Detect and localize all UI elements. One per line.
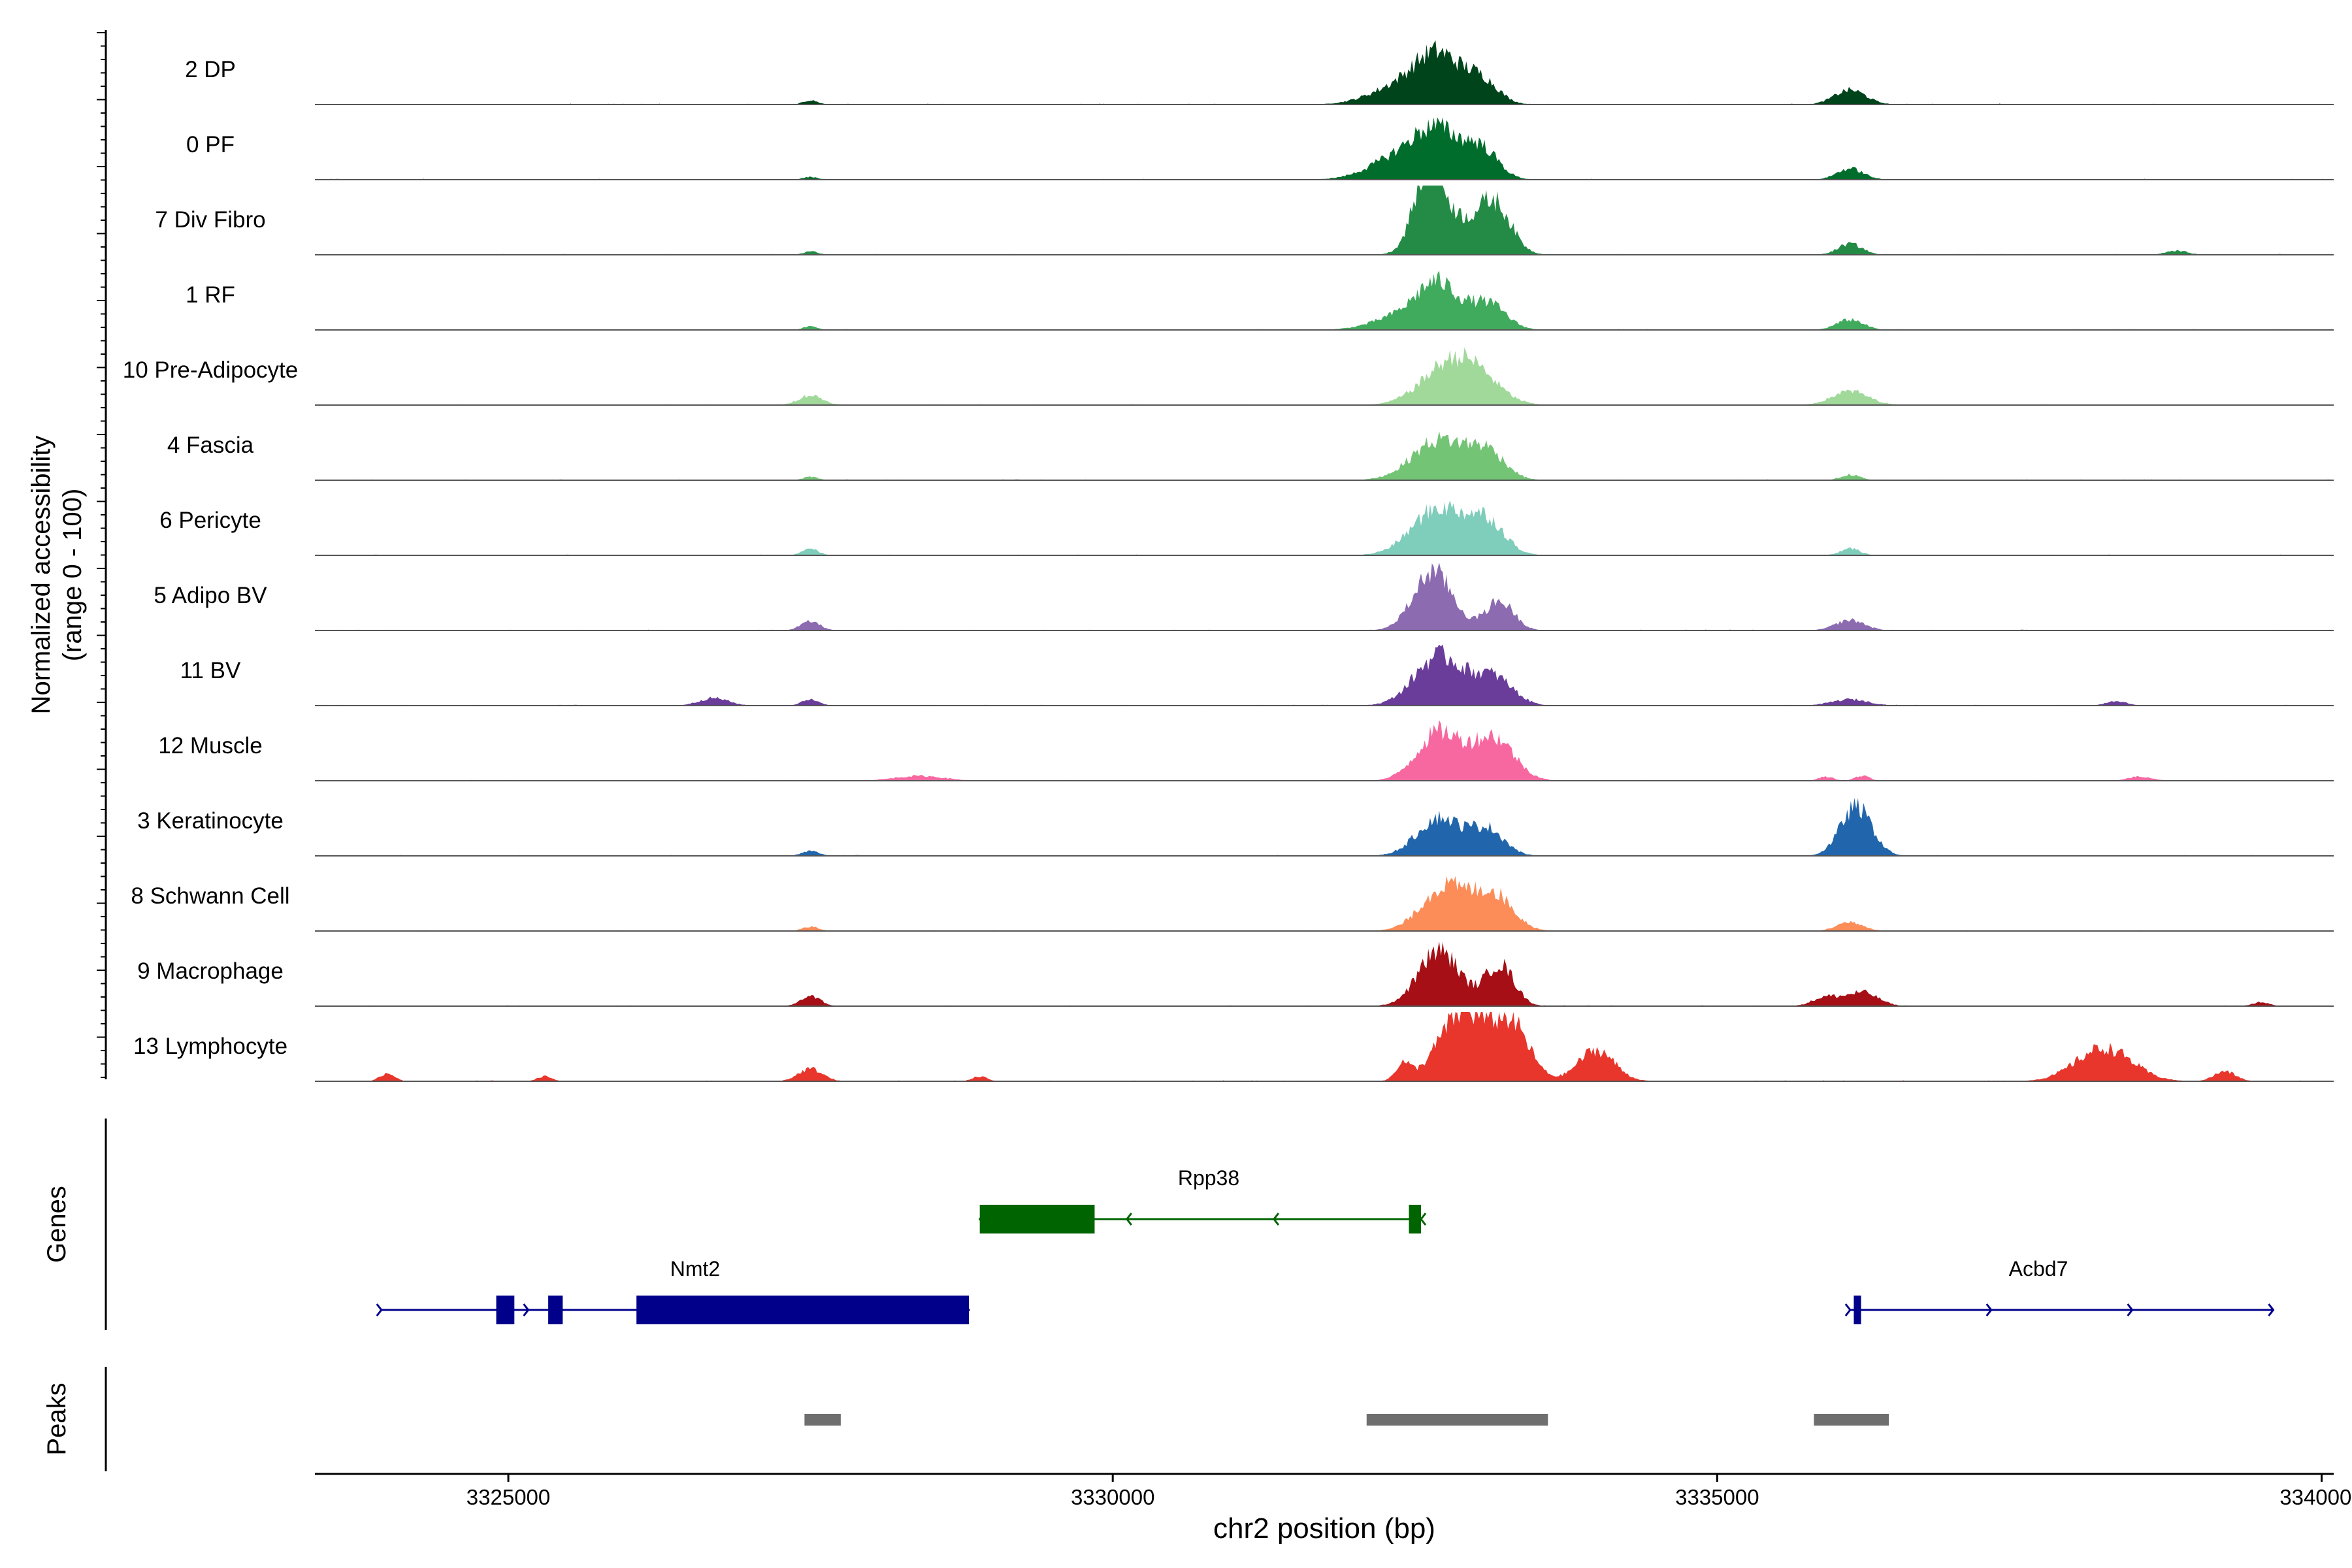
coverage-area xyxy=(315,431,2334,480)
gene-exon xyxy=(548,1296,563,1324)
strand-arrow xyxy=(523,1303,530,1316)
x-tick-label: 3330000 xyxy=(1071,1485,1154,1509)
gene-label: Rpp38 xyxy=(1178,1166,1239,1190)
coverage-area xyxy=(315,117,2334,180)
genes-track: Rpp38 Nmt2 Acbd7 xyxy=(376,1166,2275,1324)
x-axis-title: chr2 position (bp) xyxy=(1213,1512,1435,1544)
track-7-div-fibro: 7 Div Fibro xyxy=(155,186,2334,255)
gene-exon xyxy=(1409,1205,1422,1233)
gene-exon xyxy=(636,1296,970,1324)
coverage-area xyxy=(315,875,2334,931)
coverage-area xyxy=(315,186,2334,255)
track-2-dp: 2 DP xyxy=(185,40,2334,105)
track-label: 0 PF xyxy=(186,132,235,157)
x-tick-label: 3340000 xyxy=(2279,1485,2352,1509)
strand-arrow xyxy=(1420,1213,1427,1226)
track-label: 7 Div Fibro xyxy=(155,207,265,233)
gene-exon xyxy=(496,1296,515,1324)
track-label: 1 RF xyxy=(186,282,235,308)
track-label: 4 Fascia xyxy=(167,433,254,458)
track-12-muscle: 12 Muscle xyxy=(158,720,2334,781)
coverage-area xyxy=(315,798,2334,856)
track-label: 10 Pre-Adipocyte xyxy=(123,357,298,383)
coverage-area xyxy=(315,1012,2334,1081)
genes-track-label: Genes xyxy=(42,1186,71,1263)
peaks-track xyxy=(804,1414,1889,1426)
track-label: 2 DP xyxy=(185,57,236,82)
peak-region xyxy=(1366,1414,1548,1426)
track-8-schwann-cell: 8 Schwann Cell xyxy=(131,875,2334,932)
track-1-rf: 1 RF xyxy=(186,270,2334,331)
coverage-area xyxy=(315,563,2334,630)
track-11-bv: 11 BV xyxy=(180,644,2334,706)
strand-arrow xyxy=(2268,1303,2275,1316)
coverage-area xyxy=(315,270,2334,330)
track-13-lymphocyte: 13 Lymphocyte xyxy=(133,1012,2334,1082)
strand-arrow xyxy=(1844,1303,1852,1316)
track-0-pf: 0 PF xyxy=(186,117,2334,180)
y-axis-title-range: (range 0 - 100) xyxy=(58,489,87,662)
gene-rpp38: Rpp38 xyxy=(978,1166,1427,1233)
y-axis-ticks xyxy=(97,32,106,1078)
track-label: 12 Muscle xyxy=(158,733,263,759)
peak-region xyxy=(1814,1414,1889,1426)
track-label: 11 BV xyxy=(180,658,241,683)
coverage-tracks: 2 DP 0 PF 7 Div Fibro 1 RF 10 Pre-Adipocyte 4… xyxy=(123,40,2334,1082)
track-label: 8 Schwann Cell xyxy=(131,883,289,909)
coverage-area xyxy=(315,347,2334,405)
track-9-macrophage: 9 Macrophage xyxy=(137,941,2334,1007)
gene-exon xyxy=(979,1205,1095,1233)
track-label: 13 Lymphocyte xyxy=(133,1034,287,1059)
x-tick-label: 3335000 xyxy=(1675,1485,1759,1509)
gene-exon xyxy=(1854,1296,1861,1324)
track-5-adipo-bv: 5 Adipo BV xyxy=(154,563,2334,631)
gene-acbd7: Acbd7 xyxy=(1844,1257,2275,1324)
strand-arrow xyxy=(2127,1303,2134,1316)
strand-arrow xyxy=(376,1303,383,1316)
track-6-pericyte: 6 Pericyte xyxy=(159,500,2334,556)
track-4-fascia: 4 Fascia xyxy=(167,431,2334,481)
y-axis-title: Normalized accessibility xyxy=(27,436,56,715)
x-axis-ticks: 3325000 3330000 3335000 3340000 xyxy=(466,1474,2352,1509)
coverage-area xyxy=(315,500,2334,555)
track-label: 3 Keratinocyte xyxy=(137,808,284,834)
gene-label: Nmt2 xyxy=(670,1257,720,1281)
peak-region xyxy=(804,1414,841,1426)
strand-arrow xyxy=(1125,1213,1132,1226)
track-label: 6 Pericyte xyxy=(159,508,261,533)
coverage-area xyxy=(315,720,2334,781)
strand-arrow xyxy=(1272,1213,1280,1226)
gene-nmt2: Nmt2 xyxy=(376,1257,970,1324)
track-label: 9 Macrophage xyxy=(137,958,284,984)
coverage-area xyxy=(315,644,2334,706)
track-3-keratinocyte: 3 Keratinocyte xyxy=(137,798,2334,857)
coverage-area xyxy=(315,941,2334,1006)
x-tick-label: 3325000 xyxy=(466,1485,550,1509)
strand-arrow xyxy=(1985,1303,1993,1316)
gene-label: Acbd7 xyxy=(2009,1257,2068,1281)
track-label: 5 Adipo BV xyxy=(154,583,267,608)
track-10-pre-adipocyte: 10 Pre-Adipocyte xyxy=(123,347,2334,406)
peaks-track-label: Peaks xyxy=(42,1382,71,1455)
coverage-area xyxy=(315,40,2334,105)
